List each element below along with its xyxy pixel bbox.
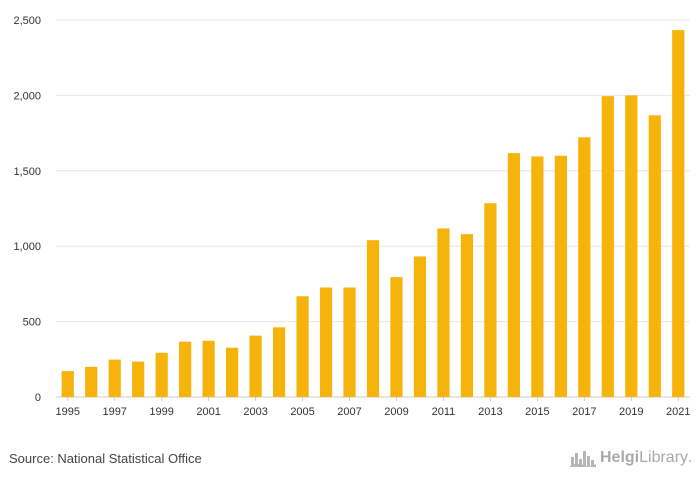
- y-axis-ticks: 0 500 1,000 1,500 2,000 2,500: [13, 15, 41, 404]
- bar-2000: [179, 341, 192, 397]
- x-tick-label: 2005: [290, 406, 314, 418]
- x-tick-label: 1997: [102, 406, 126, 418]
- bar-2018: [601, 96, 614, 398]
- bar-2007: [343, 287, 356, 397]
- bar-2002: [226, 347, 239, 397]
- x-tick-label: 2009: [384, 406, 408, 418]
- bar-2006: [319, 287, 333, 397]
- x-tick-label: 2021: [666, 406, 690, 418]
- bar-2010: [413, 256, 427, 397]
- x-tick-label: 1995: [55, 406, 79, 418]
- bar-chart: 0 500 1,000 1,500 2,000 2,500 1995 1997 1999 200…: [13, 15, 691, 418]
- helgilibrary-logo: Helgi Library.: [570, 449, 692, 467]
- bar-2008: [366, 240, 380, 397]
- bar-2013: [484, 203, 497, 397]
- bar-2015: [531, 156, 544, 397]
- x-tick-label: 2019: [619, 406, 643, 418]
- y-tick-label: 1,500: [13, 166, 41, 178]
- bar-2011: [437, 228, 450, 397]
- city-skyline-icon: [570, 451, 596, 467]
- bar-1999: [155, 352, 168, 397]
- y-tick-label: 500: [23, 317, 41, 329]
- x-tick-label: 2007: [337, 406, 361, 418]
- x-tick-label: 2017: [572, 406, 596, 418]
- y-tick-label: 2,000: [13, 90, 41, 102]
- x-tick-label: 2011: [432, 406, 456, 418]
- bar-2017: [578, 137, 591, 398]
- logo-text-main: Helgi: [600, 449, 640, 466]
- bar-2019: [625, 95, 638, 398]
- bar-1995: [61, 371, 74, 397]
- bar-2003: [249, 335, 262, 397]
- y-tick-label: 2,500: [13, 15, 41, 27]
- source-note: Source: National Statistical Office: [9, 451, 202, 466]
- x-tick-label: 2003: [243, 406, 267, 418]
- x-axis-ticks: 1995 1997 1999 2001 2003 2005 2007 2009 2011 2013…: [55, 397, 691, 418]
- bar-2001: [202, 340, 215, 397]
- bar-2004: [272, 327, 286, 397]
- bar-2005: [296, 296, 309, 397]
- bar-2009: [390, 277, 403, 397]
- bar-2016: [554, 155, 567, 397]
- bar-1997: [108, 359, 121, 397]
- y-tick-label: 0: [35, 392, 41, 404]
- x-tick-label: 2013: [478, 406, 502, 418]
- logo-text-rest: Library: [639, 449, 689, 466]
- x-tick-label: 2001: [196, 406, 220, 418]
- bar-1996: [85, 366, 98, 397]
- y-tick-label: 1,000: [13, 241, 41, 253]
- bar-2020: [648, 115, 661, 397]
- bar-2021: [672, 30, 685, 397]
- bar-2012: [460, 234, 474, 397]
- logo-dot: .: [688, 449, 693, 466]
- x-tick-label: 2015: [525, 406, 549, 418]
- x-tick-label: 1999: [149, 406, 173, 418]
- bar-1998: [132, 361, 145, 397]
- bars: [61, 30, 685, 398]
- bar-2014: [507, 153, 520, 397]
